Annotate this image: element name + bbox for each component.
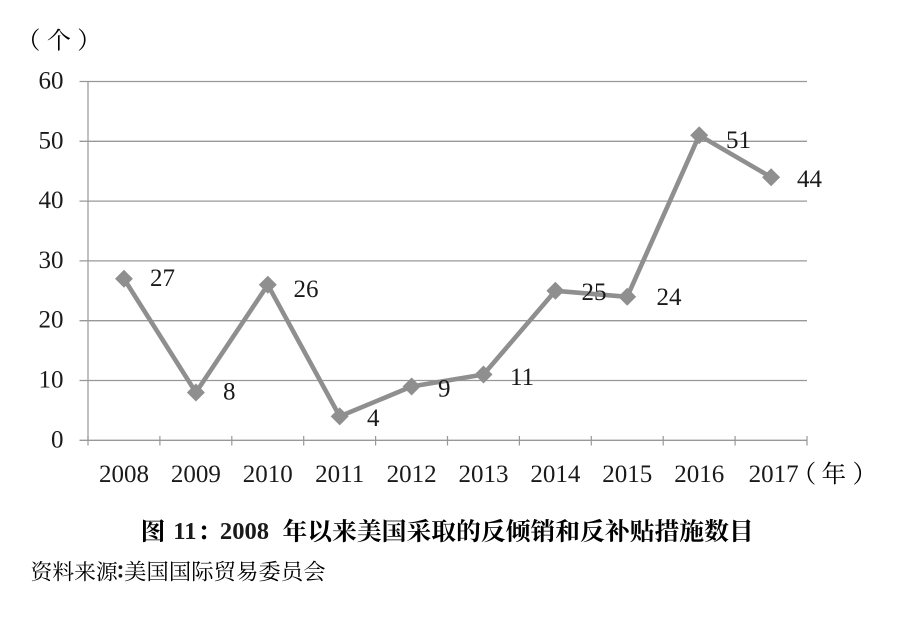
- svg-text:50: 50: [39, 127, 64, 154]
- svg-text:40: 40: [39, 187, 64, 214]
- svg-text:60: 60: [39, 68, 64, 95]
- svg-text:4: 4: [367, 405, 380, 432]
- svg-text:2017: 2017: [749, 461, 799, 488]
- svg-text:2016: 2016: [674, 461, 724, 488]
- svg-text:2008: 2008: [99, 461, 149, 488]
- svg-text:2013: 2013: [459, 461, 509, 488]
- svg-text:2008: 2008: [220, 518, 269, 545]
- svg-text:44: 44: [797, 166, 823, 193]
- svg-text:24: 24: [657, 284, 683, 311]
- svg-text:2010: 2010: [243, 461, 293, 488]
- svg-text:2014: 2014: [530, 461, 581, 488]
- svg-text:11: 11: [173, 518, 196, 545]
- svg-text:2012: 2012: [387, 461, 437, 488]
- svg-text:2009: 2009: [171, 461, 221, 488]
- svg-text:30: 30: [39, 247, 64, 274]
- svg-text:2011: 2011: [315, 461, 364, 488]
- svg-text:26: 26: [294, 276, 319, 303]
- svg-text:51: 51: [726, 127, 751, 154]
- svg-text:25: 25: [582, 279, 607, 306]
- svg-text:20: 20: [39, 307, 64, 334]
- svg-text:0: 0: [51, 426, 64, 453]
- svg-text:8: 8: [223, 378, 236, 405]
- svg-text:2015: 2015: [602, 461, 652, 488]
- svg-text:11: 11: [510, 364, 534, 391]
- svg-text:27: 27: [150, 265, 175, 292]
- svg-text:9: 9: [438, 375, 451, 402]
- svg-text:10: 10: [39, 367, 64, 394]
